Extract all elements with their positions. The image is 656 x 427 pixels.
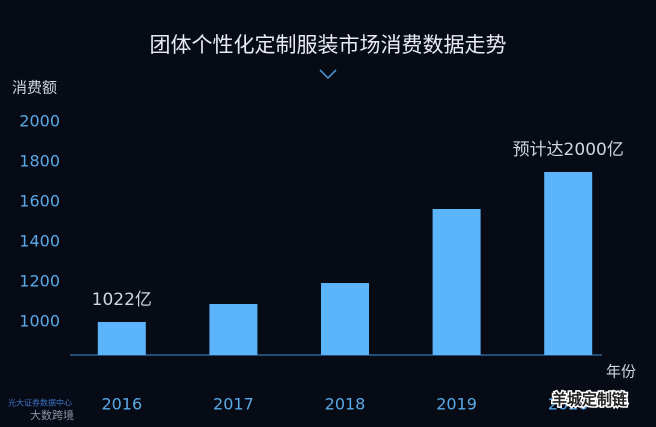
x-tick-label: 2018	[325, 395, 366, 414]
y-tick-label: 1600	[19, 192, 60, 211]
annotation: 1022亿	[92, 290, 152, 310]
bar	[432, 209, 481, 355]
watermark: 光大证券数据中心	[8, 398, 72, 408]
y-tick-label: 1400	[19, 232, 60, 251]
watermark: 大数跨境	[30, 408, 74, 422]
x-tick-label: 2016	[101, 395, 142, 414]
bar	[209, 304, 258, 355]
x-tick-label: 2017	[213, 395, 254, 414]
bar	[97, 322, 146, 355]
annotation: 预计达2000亿	[513, 140, 624, 160]
x-tick-label: 2020	[548, 395, 589, 414]
x-axis-label: 年份	[606, 363, 636, 381]
chevron	[319, 69, 337, 80]
y-tick-label: 1800	[19, 152, 60, 171]
watermark: 羊城定制链	[552, 391, 628, 409]
bar	[321, 283, 369, 355]
x-tick-label: 2019	[436, 395, 477, 414]
bar	[544, 172, 593, 355]
y-tick-label: 1000	[19, 312, 60, 331]
y-tick-label: 1200	[19, 272, 60, 291]
y-axis-label: 消费额	[12, 79, 57, 97]
chart-title: 团体个性化定制服装市场消费数据走势	[150, 33, 507, 57]
y-tick-label: 2000	[19, 112, 60, 131]
